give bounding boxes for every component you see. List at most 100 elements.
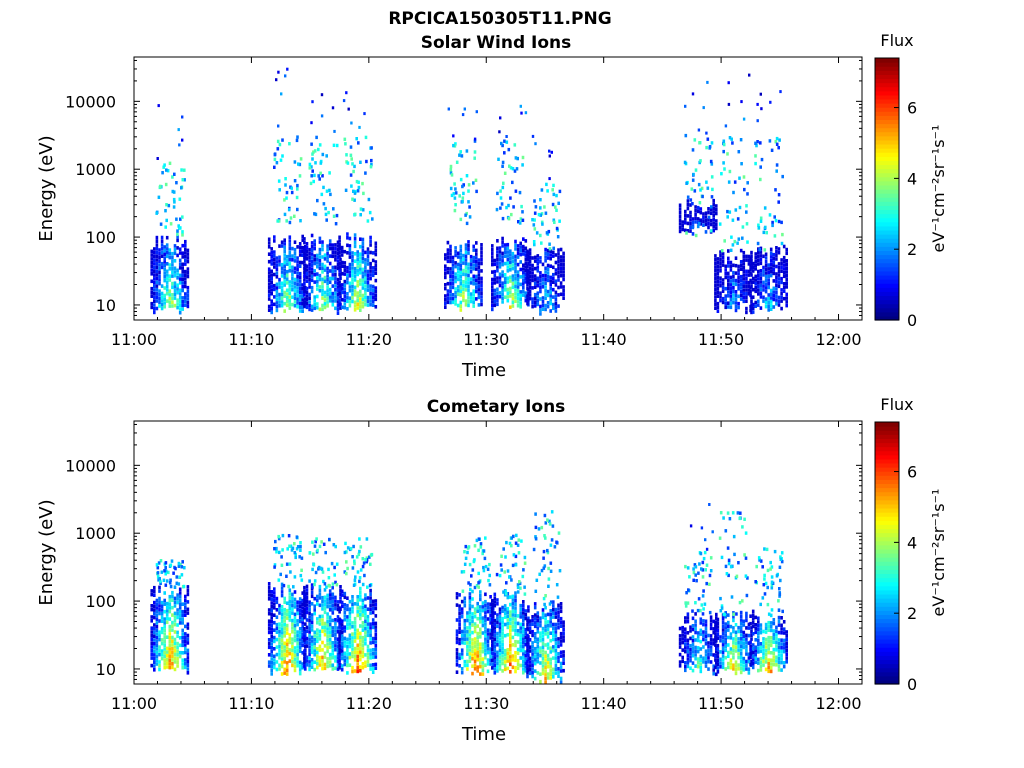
flux-cell bbox=[326, 657, 329, 661]
flux-cell bbox=[288, 280, 292, 284]
flux-cell bbox=[158, 630, 161, 634]
flux-cell bbox=[496, 246, 499, 251]
flux-cell bbox=[153, 634, 156, 638]
flux-cell bbox=[473, 137, 477, 141]
flux-cell bbox=[171, 654, 174, 658]
flux-cell bbox=[371, 663, 375, 667]
flux-cell bbox=[321, 296, 324, 300]
flux-cell bbox=[361, 662, 365, 666]
flux-cell bbox=[727, 573, 730, 578]
flux-cell bbox=[328, 656, 332, 661]
flux-cell bbox=[451, 281, 455, 286]
flux-cell bbox=[486, 628, 490, 632]
flux-cell bbox=[351, 647, 354, 651]
flux-cell bbox=[318, 236, 322, 241]
flux-cell bbox=[316, 661, 319, 666]
flux-cell bbox=[353, 237, 357, 241]
flux-cell bbox=[340, 638, 344, 642]
flux-cell bbox=[303, 259, 306, 264]
flux-cell bbox=[267, 660, 271, 664]
flux-cell bbox=[456, 303, 460, 308]
flux-cell bbox=[532, 547, 536, 552]
flux-cell bbox=[291, 652, 294, 656]
flux-cell bbox=[296, 630, 299, 634]
flux-cell bbox=[450, 193, 454, 198]
flux-cell bbox=[350, 121, 353, 125]
flux-cell bbox=[514, 651, 517, 655]
flux-cell bbox=[684, 646, 687, 650]
flux-cell bbox=[728, 136, 732, 140]
flux-cell bbox=[348, 300, 352, 304]
flux-cell bbox=[555, 193, 558, 198]
flux-cell bbox=[150, 645, 153, 649]
flux-cell bbox=[331, 626, 335, 630]
flux-cell bbox=[359, 293, 362, 297]
flux-cell bbox=[460, 640, 464, 645]
flux-cell bbox=[351, 665, 354, 670]
flux-cell bbox=[165, 665, 169, 669]
flux-cell bbox=[155, 658, 159, 662]
flux-cell bbox=[473, 659, 477, 664]
flux-cell bbox=[353, 289, 357, 293]
flux-cell bbox=[516, 292, 520, 297]
flux-cell bbox=[767, 270, 770, 275]
flux-cell bbox=[729, 662, 733, 666]
flux-cell bbox=[291, 659, 294, 664]
flux-cell bbox=[719, 291, 722, 295]
flux-cell bbox=[780, 276, 783, 281]
flux-cell bbox=[501, 143, 504, 148]
flux-cell bbox=[562, 266, 565, 271]
flux-cell bbox=[746, 576, 749, 580]
flux-cell bbox=[304, 644, 307, 649]
flux-cell bbox=[723, 612, 726, 617]
flux-cell bbox=[318, 659, 322, 664]
flux-cell bbox=[361, 613, 365, 618]
flux-cell bbox=[161, 171, 164, 175]
flux-cell bbox=[359, 244, 362, 249]
flux-cell bbox=[464, 213, 467, 217]
flux-cell bbox=[477, 295, 481, 300]
flux-cell bbox=[531, 633, 534, 638]
flux-cell bbox=[520, 204, 523, 209]
flux-cell bbox=[270, 638, 273, 643]
flux-cell bbox=[473, 156, 476, 160]
flux-cell bbox=[522, 618, 525, 623]
flux-cell bbox=[721, 263, 725, 267]
flux-cell bbox=[293, 300, 297, 304]
flux-cell bbox=[489, 595, 492, 599]
flux-cell bbox=[278, 285, 281, 289]
flux-cell bbox=[353, 559, 356, 563]
flux-cell bbox=[351, 292, 354, 296]
flux-cell bbox=[747, 258, 751, 262]
flux-cell bbox=[739, 610, 743, 615]
flux-cell bbox=[721, 665, 725, 670]
flux-cell bbox=[489, 621, 492, 625]
flux-cell bbox=[775, 163, 779, 167]
flux-cell bbox=[163, 639, 166, 644]
flux-cell bbox=[461, 113, 465, 117]
flux-cell bbox=[308, 579, 311, 583]
flux-cell bbox=[552, 645, 555, 649]
flux-cell bbox=[173, 296, 177, 300]
flux-cell bbox=[160, 284, 164, 288]
flux-cell bbox=[496, 639, 499, 643]
flux-cell bbox=[314, 212, 318, 217]
flux-cell bbox=[444, 286, 447, 291]
flux-cell bbox=[702, 637, 705, 642]
flux-cell bbox=[291, 276, 294, 281]
flux-cell bbox=[498, 648, 502, 653]
flux-cell bbox=[160, 243, 164, 247]
flux-cell bbox=[459, 244, 463, 249]
flux-cell bbox=[719, 298, 722, 303]
flux-cell bbox=[455, 651, 459, 656]
colorbar-segment bbox=[875, 303, 899, 309]
flux-cell bbox=[358, 549, 361, 554]
flux-cell bbox=[316, 594, 319, 599]
flux-cell bbox=[178, 247, 182, 251]
flux-cell bbox=[524, 261, 528, 266]
flux-cell bbox=[737, 150, 741, 154]
flux-cell bbox=[506, 298, 510, 303]
flux-cell bbox=[186, 637, 190, 641]
flux-cell bbox=[155, 609, 159, 614]
flux-cell bbox=[728, 517, 732, 521]
